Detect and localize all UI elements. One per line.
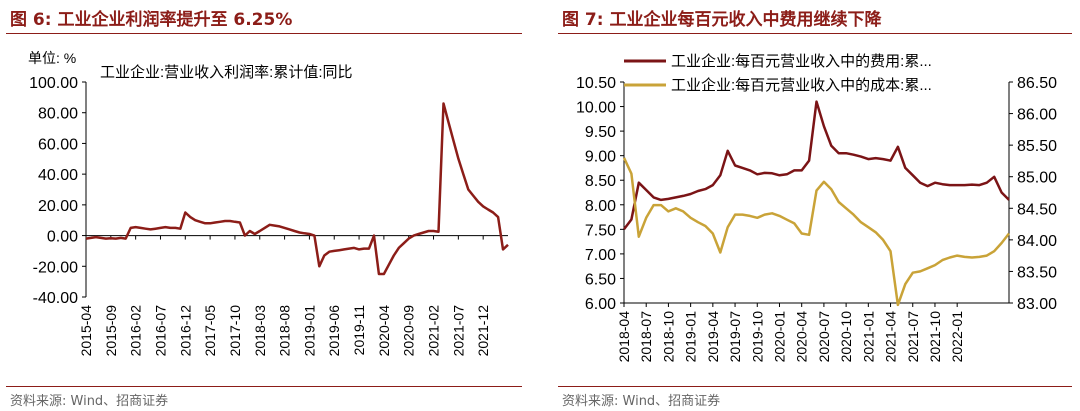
x-tick-label: 2021-07 — [905, 311, 921, 363]
y-tick-label-left: 10.50 — [576, 75, 616, 92]
x-tick-label: 2018-08 — [277, 305, 293, 357]
x-tick-label: 2018-04 — [616, 311, 632, 363]
x-tick-label: 2018-03 — [252, 305, 268, 357]
y-tick-label: -20.00 — [33, 259, 78, 276]
x-tick-label: 2020-04 — [794, 311, 810, 363]
y-tick-label-right: 85.50 — [1017, 138, 1057, 155]
x-tick-label: 2015-04 — [78, 305, 94, 357]
y-tick-label-left: 7.00 — [585, 247, 616, 264]
y-axis-ticks-right: 86.50 86.00 85.50 85.00 84.50 84.00 83.50 83.00 — [1008, 75, 1057, 313]
x-tick-label: 2019-01 — [683, 311, 699, 363]
x-tick-label: 2017-05 — [202, 305, 218, 357]
x-tick-label: 2021-10 — [927, 311, 943, 363]
y-tick-label-left: 8.00 — [585, 198, 616, 215]
y-axis-ticks-left: 10.50 10.00 9.50 9.00 8.50 8.00 7.50 7.00 6.50 6.… — [576, 75, 625, 313]
series-layer — [622, 100, 1010, 307]
legend: 工业企业:每百元营业收入中的费用:累... 工业企业:每百元营业收入中的成本:累… — [624, 52, 932, 94]
x-tick-label: 2021-12 — [475, 305, 491, 357]
x-tick-label: 2019-04 — [705, 311, 721, 363]
series-layer — [85, 102, 509, 276]
y-tick-label-right: 84.00 — [1017, 233, 1057, 250]
source-divider-left — [6, 386, 522, 387]
x-tick-label: 2020-07 — [816, 311, 832, 363]
y-tick-label-left: 6.50 — [585, 271, 616, 288]
series-line-cost — [622, 157, 1010, 307]
y-tick-label-right: 83.00 — [1017, 296, 1057, 313]
y-tick-label-right: 86.50 — [1017, 75, 1057, 92]
x-tick-label: 2018-10 — [660, 311, 676, 363]
x-tick-label: 2019-10 — [749, 311, 765, 363]
series-line-profit-margin — [85, 102, 509, 276]
unit-label: 单位: % — [28, 50, 76, 66]
legend-label-expense: 工业企业:每百元营业收入中的费用:累... — [671, 52, 932, 70]
x-tick-label: 2019-11 — [351, 305, 367, 356]
x-axis-ticks: 2018-04 2018-07 2018-10 2019-01 2019-04 2019-… — [616, 302, 1009, 363]
y-tick-label-right: 85.00 — [1017, 170, 1057, 187]
expense-cost-chart: 10.50 10.00 9.50 9.00 8.50 8.00 7.50 7.00 6.50 6.… — [576, 52, 1057, 363]
x-tick-label: 2022-01 — [949, 311, 965, 363]
y-axis-ticks: 100.00 80.00 60.00 40.00 20.00 0.00 -20.00 -40.… — [29, 75, 86, 307]
x-tick-label: 2020-04 — [376, 305, 392, 357]
source-note-right: 资料来源: Wind、招商证券 — [562, 394, 721, 409]
y-tick-label-right: 83.50 — [1017, 264, 1057, 281]
x-tick-label: 2016-02 — [128, 305, 144, 357]
y-tick-label: 40.00 — [38, 167, 78, 184]
title-divider-left — [6, 33, 522, 34]
y-tick-label-left: 6.00 — [585, 296, 616, 313]
x-tick-label: 2020-01 — [771, 311, 787, 363]
chart-title-left: 图 6: 工业企业利润率提升至 6.25% — [10, 10, 293, 30]
y-tick-label-left: 8.50 — [585, 173, 616, 190]
x-tick-label: 2020-09 — [401, 305, 417, 357]
x-tick-label: 2019-06 — [326, 305, 342, 357]
profit-margin-chart: 100.00 80.00 60.00 40.00 20.00 0.00 -20.00 -40.… — [28, 50, 509, 357]
y-tick-label-right: 86.00 — [1017, 107, 1057, 124]
y-tick-label-right: 84.50 — [1017, 201, 1057, 218]
y-tick-label-left: 10.00 — [576, 100, 616, 117]
x-tick-label: 2021-07 — [450, 305, 466, 357]
series-line-expense — [623, 100, 1010, 231]
x-tick-label: 2021-02 — [426, 305, 442, 357]
y-tick-label-left: 7.50 — [585, 222, 616, 239]
source-divider-right — [558, 386, 1072, 387]
x-tick-label: 2019-07 — [727, 311, 743, 363]
y-tick-label: 100.00 — [29, 75, 78, 92]
y-tick-label: -40.00 — [33, 290, 78, 307]
x-tick-label: 2019-01 — [301, 305, 317, 357]
chart-panel-right: 图 7: 工业企业每百元收入中费用继续下降 10.50 10.00 9.50 9.00… — [552, 0, 1080, 411]
y-tick-label-left: 9.50 — [585, 124, 616, 141]
title-divider-right — [558, 33, 1072, 34]
x-tick-label: 2021-04 — [883, 311, 899, 363]
y-tick-label: 80.00 — [38, 106, 78, 123]
y-tick-label: 0.00 — [47, 229, 78, 246]
legend-label: 工业企业:营业收入利润率:累计值:同比 — [100, 63, 353, 81]
grid-layer — [85, 82, 508, 297]
x-tick-label: 2015-09 — [103, 305, 119, 357]
x-tick-label: 2016-07 — [152, 305, 168, 357]
chart-title-right: 图 7: 工业企业每百元收入中费用继续下降 — [562, 10, 882, 30]
legend-label-cost: 工业企业:每百元营业收入中的成本:累... — [671, 76, 932, 94]
x-tick-label: 2021-01 — [860, 311, 876, 363]
y-tick-label-left: 9.00 — [585, 149, 616, 166]
x-tick-label: 2018-07 — [638, 311, 654, 363]
x-tick-label: 2017-10 — [227, 305, 243, 357]
x-tick-label: 2020-10 — [838, 311, 854, 363]
y-tick-label: 60.00 — [38, 136, 78, 153]
x-tick-label: 2016-12 — [177, 305, 193, 357]
source-note-left: 资料来源: Wind、招商证券 — [10, 394, 169, 409]
x-axis-ticks: 2015-04 2015-09 2016-02 2016-07 2016-12 2017-… — [78, 235, 491, 357]
y-tick-label: 20.00 — [38, 198, 78, 215]
chart-panel-left: 图 6: 工业企业利润率提升至 6.25% 100.00 80.00 60.00 40… — [0, 0, 530, 411]
